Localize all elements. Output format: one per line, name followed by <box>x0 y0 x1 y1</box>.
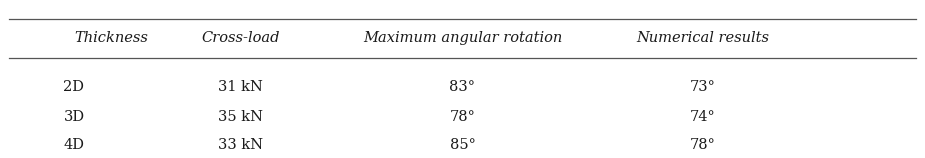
Text: 31 kN: 31 kN <box>218 80 263 94</box>
Text: 74°: 74° <box>690 110 716 124</box>
Text: Maximum angular rotation: Maximum angular rotation <box>363 31 562 45</box>
Text: 83°: 83° <box>450 80 475 94</box>
Text: 73°: 73° <box>690 80 716 94</box>
Text: Thickness: Thickness <box>74 31 148 45</box>
Text: 78°: 78° <box>690 138 716 152</box>
Text: 2D: 2D <box>64 80 84 94</box>
Text: 78°: 78° <box>450 110 475 124</box>
Text: Numerical results: Numerical results <box>636 31 770 45</box>
Text: 33 kN: 33 kN <box>218 138 263 152</box>
Text: 4D: 4D <box>64 138 84 152</box>
Text: 85°: 85° <box>450 138 475 152</box>
Text: 3D: 3D <box>64 110 84 124</box>
Text: Cross-load: Cross-load <box>202 31 279 45</box>
Text: 35 kN: 35 kN <box>218 110 263 124</box>
